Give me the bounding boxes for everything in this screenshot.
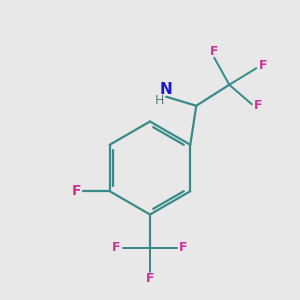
Text: H: H (155, 94, 164, 107)
Text: N: N (160, 82, 172, 97)
Text: F: F (210, 45, 218, 58)
Text: F: F (146, 272, 154, 285)
Text: F: F (112, 241, 121, 254)
Text: F: F (254, 99, 262, 112)
Text: F: F (259, 59, 267, 72)
Text: F: F (71, 184, 81, 198)
Text: F: F (179, 241, 188, 254)
